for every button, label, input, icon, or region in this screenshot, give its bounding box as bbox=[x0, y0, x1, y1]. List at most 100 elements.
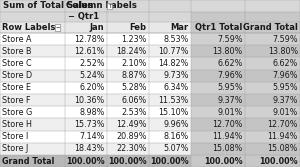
Text: 8.16%: 8.16% bbox=[163, 132, 188, 141]
Bar bbox=[244, 45, 300, 57]
Text: 11.94%: 11.94% bbox=[212, 132, 242, 141]
Text: Store H: Store H bbox=[2, 120, 32, 129]
Bar bbox=[244, 155, 300, 167]
Bar bbox=[190, 143, 244, 155]
Bar bbox=[0, 155, 64, 167]
Bar bbox=[0, 94, 64, 106]
Text: 7.96%: 7.96% bbox=[272, 71, 298, 80]
Bar bbox=[148, 106, 190, 118]
Text: 12.61%: 12.61% bbox=[74, 47, 104, 56]
Bar bbox=[148, 155, 190, 167]
Text: Store B: Store B bbox=[2, 47, 32, 56]
Bar bbox=[64, 131, 106, 143]
Text: 100.00%: 100.00% bbox=[150, 156, 188, 165]
Text: 11.53%: 11.53% bbox=[158, 96, 188, 105]
Bar bbox=[0, 143, 64, 155]
Bar bbox=[190, 118, 244, 131]
Text: 6.06%: 6.06% bbox=[121, 96, 146, 105]
Text: 6.62%: 6.62% bbox=[217, 59, 242, 68]
Bar bbox=[0, 82, 64, 94]
Bar bbox=[64, 45, 106, 57]
Bar bbox=[190, 94, 244, 106]
Text: 8.53%: 8.53% bbox=[163, 35, 188, 44]
Text: Qtr1 Total: Qtr1 Total bbox=[195, 23, 242, 32]
Text: 12.78%: 12.78% bbox=[74, 35, 104, 44]
Text: Grand Total: Grand Total bbox=[2, 156, 54, 165]
Bar bbox=[0, 118, 64, 131]
Bar bbox=[0, 12, 64, 22]
Text: 8.87%: 8.87% bbox=[121, 71, 146, 80]
Bar bbox=[106, 70, 148, 82]
Text: 9.01%: 9.01% bbox=[273, 108, 298, 117]
Bar bbox=[190, 57, 244, 70]
Bar bbox=[106, 143, 148, 155]
Bar bbox=[244, 106, 300, 118]
Bar bbox=[148, 131, 190, 143]
Text: 15.73%: 15.73% bbox=[74, 120, 104, 129]
Bar bbox=[148, 70, 190, 82]
Text: 5.07%: 5.07% bbox=[163, 144, 188, 153]
Text: 12.70%: 12.70% bbox=[268, 120, 298, 129]
Text: 12.49%: 12.49% bbox=[116, 120, 146, 129]
Bar bbox=[106, 155, 148, 167]
Bar bbox=[244, 118, 300, 131]
Text: 9.96%: 9.96% bbox=[163, 120, 188, 129]
Bar bbox=[0, 22, 64, 33]
Bar bbox=[106, 22, 148, 33]
Text: 9.01%: 9.01% bbox=[217, 108, 242, 117]
Bar bbox=[64, 12, 190, 22]
Text: Store F: Store F bbox=[2, 96, 31, 105]
Text: 100.00%: 100.00% bbox=[260, 156, 298, 165]
Text: 9.37%: 9.37% bbox=[272, 96, 298, 105]
Text: 13.80%: 13.80% bbox=[268, 47, 298, 56]
Bar bbox=[0, 106, 64, 118]
Text: 5.24%: 5.24% bbox=[79, 71, 104, 80]
Bar bbox=[244, 82, 300, 94]
Bar bbox=[64, 143, 106, 155]
Bar bbox=[190, 82, 244, 94]
Bar bbox=[244, 94, 300, 106]
Bar bbox=[0, 45, 64, 57]
Bar bbox=[148, 45, 190, 57]
Text: 18.24%: 18.24% bbox=[116, 47, 146, 56]
Bar bbox=[190, 70, 244, 82]
Text: 13.80%: 13.80% bbox=[212, 47, 242, 56]
Text: Store A: Store A bbox=[2, 35, 32, 44]
Text: T: T bbox=[108, 4, 111, 9]
Bar bbox=[106, 118, 148, 131]
Text: Store G: Store G bbox=[2, 108, 32, 117]
Text: 2.53%: 2.53% bbox=[121, 108, 146, 117]
Text: Sum of Total Sales: Sum of Total Sales bbox=[3, 2, 93, 11]
Text: 15.08%: 15.08% bbox=[268, 144, 298, 153]
Text: 7.14%: 7.14% bbox=[79, 132, 104, 141]
Bar bbox=[64, 118, 106, 131]
Bar bbox=[244, 131, 300, 143]
Bar bbox=[64, 82, 106, 94]
Bar bbox=[244, 70, 300, 82]
Text: 9.37%: 9.37% bbox=[217, 96, 242, 105]
Bar bbox=[190, 12, 244, 22]
Bar bbox=[64, 70, 106, 82]
Bar bbox=[0, 0, 300, 12]
Bar bbox=[190, 33, 244, 45]
Text: 6.34%: 6.34% bbox=[163, 83, 188, 92]
Text: 6.20%: 6.20% bbox=[79, 83, 104, 92]
Bar bbox=[64, 22, 106, 33]
Text: 5.95%: 5.95% bbox=[272, 83, 298, 92]
Text: 15.08%: 15.08% bbox=[212, 144, 242, 153]
Text: 5.95%: 5.95% bbox=[217, 83, 242, 92]
Bar bbox=[148, 57, 190, 70]
Text: − Qtr1: − Qtr1 bbox=[68, 13, 99, 22]
Text: 14.82%: 14.82% bbox=[158, 59, 188, 68]
Bar bbox=[106, 82, 148, 94]
Text: 20.89%: 20.89% bbox=[116, 132, 146, 141]
Bar bbox=[148, 82, 190, 94]
Text: 2.52%: 2.52% bbox=[79, 59, 104, 68]
Text: Mar: Mar bbox=[170, 23, 188, 32]
Bar bbox=[148, 118, 190, 131]
Bar bbox=[190, 131, 244, 143]
Text: 100.00%: 100.00% bbox=[66, 156, 104, 165]
Text: 100.00%: 100.00% bbox=[108, 156, 146, 165]
Bar bbox=[106, 94, 148, 106]
Text: Column Labels: Column Labels bbox=[67, 2, 137, 11]
